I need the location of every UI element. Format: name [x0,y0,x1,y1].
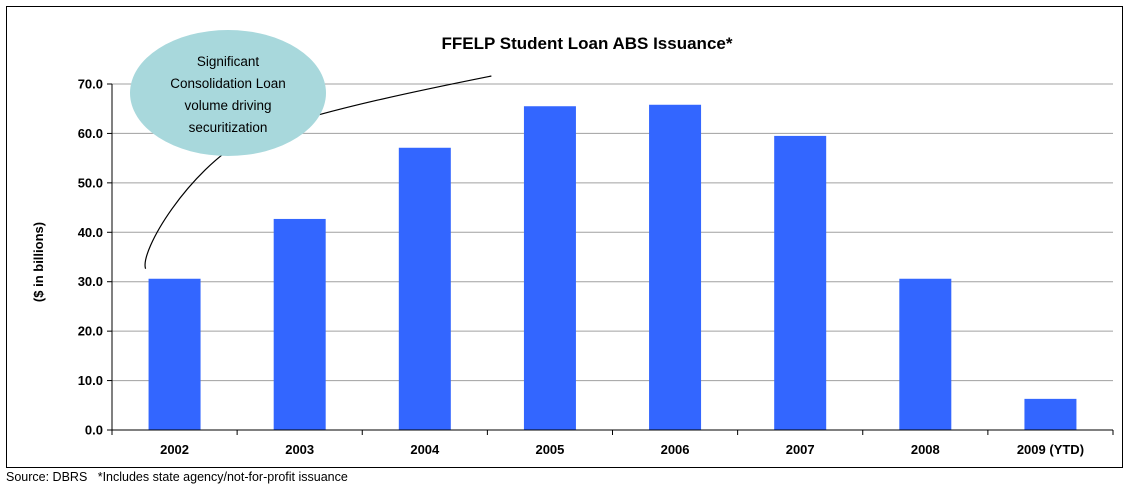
x-tick-label: 2003 [285,442,314,457]
y-tick-label: 30.0 [78,274,103,289]
bar [273,218,326,430]
axes [107,83,1114,435]
bar [523,106,576,430]
y-tick-label: 40.0 [78,225,103,240]
callout-ellipse [130,30,326,156]
chart-title: FFELP Student Loan ABS Issuance* [442,34,733,53]
bars [148,104,1077,430]
x-tick-label: 2006 [661,442,690,457]
callout-line-4: securitization [189,120,268,135]
bar [649,104,702,430]
x-tick-label: 2005 [535,442,564,457]
x-tick-label: 2007 [786,442,815,457]
chart-frame: FFELP Student Loan ABS Issuance* 0.0 10.0… [6,6,1123,468]
bar [1024,398,1077,430]
bar [774,135,827,430]
y-tick-labels: 0.0 10.0 20.0 30.0 40.0 50.0 60.0 70.0 [78,77,103,438]
x-tick-label: 2009 (YTD) [1017,442,1084,457]
x-tick-label: 2002 [160,442,189,457]
y-tick-label: 50.0 [78,175,103,190]
callout-line-3: volume driving [184,98,271,113]
bar [148,278,201,430]
y-tick-label: 0.0 [85,423,103,438]
x-tick-label: 2004 [410,442,440,457]
y-axis-title: ($ in billions) [31,222,46,302]
y-tick-label: 70.0 [78,77,103,92]
y-tick-label: 10.0 [78,373,103,388]
callout-bubble: Significant Consolidation Loan volume dr… [130,30,326,156]
bar-chart: FFELP Student Loan ABS Issuance* 0.0 10.0… [31,30,1114,457]
source-note: Source: DBRS *Includes state agency/not-… [6,470,348,484]
bar [899,278,952,430]
y-tick-label: 60.0 [78,126,103,141]
bar [398,147,451,430]
x-tick-label: 2008 [911,442,940,457]
callout-line-2: Consolidation Loan [170,76,286,91]
y-tick-label: 20.0 [78,324,103,339]
callout-line-1: Significant [197,54,260,69]
x-tick-labels: 2002 2003 2004 2005 2006 2007 2008 2009 (YTD) [160,442,1084,457]
